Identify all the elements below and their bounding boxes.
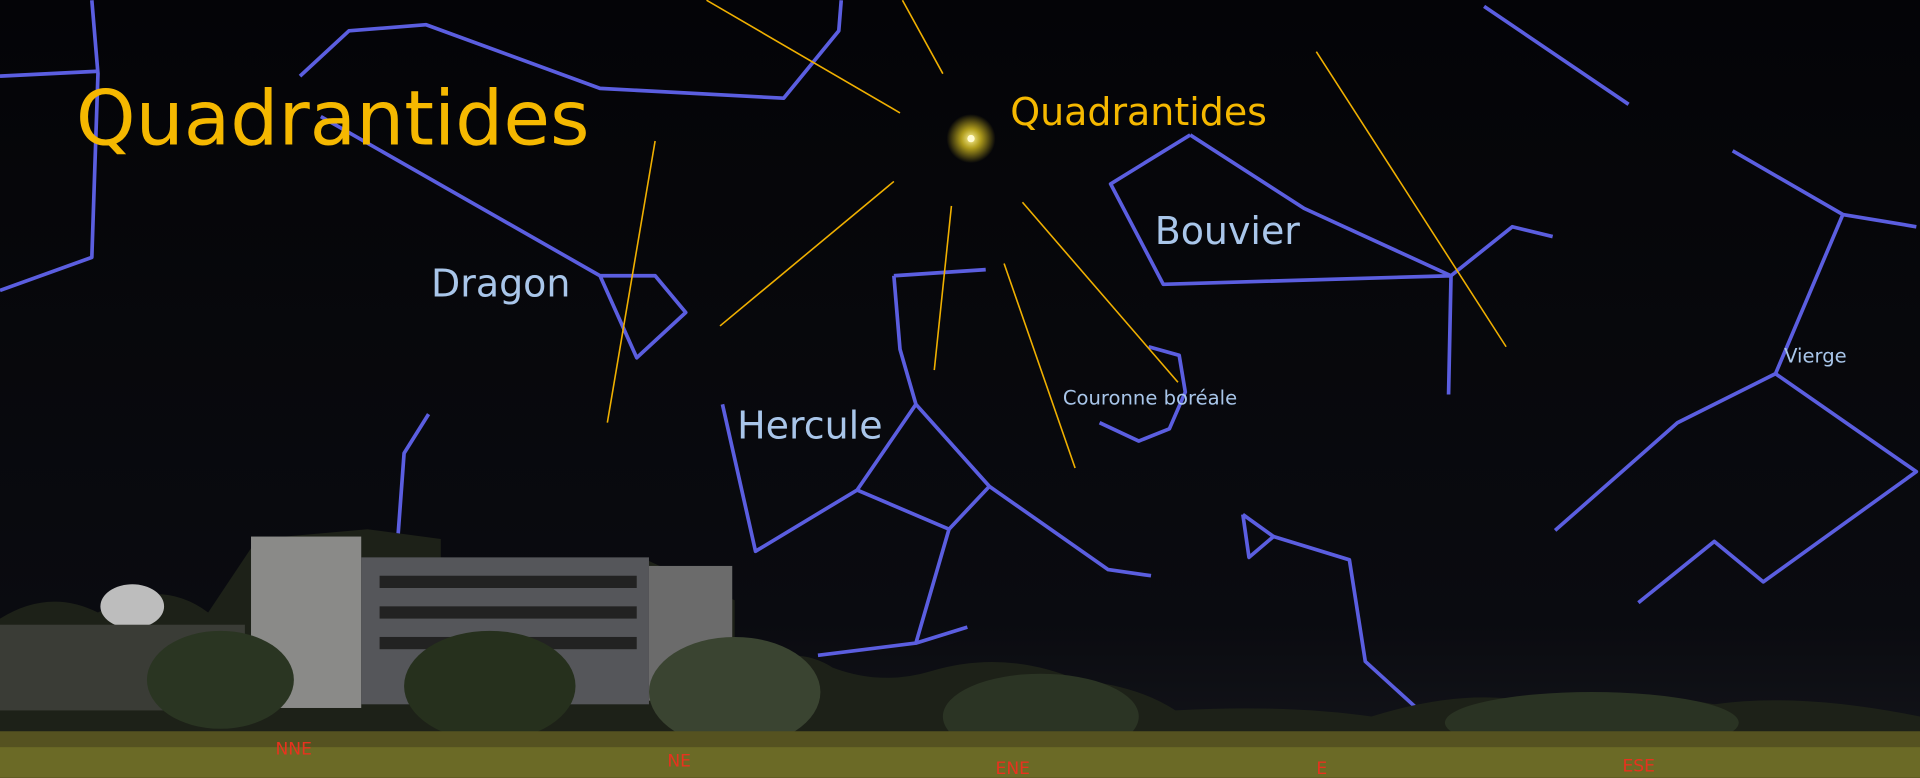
compass-label: NNE — [276, 740, 312, 760]
compass-label: E — [1316, 759, 1327, 778]
constellation-label: Vierge — [1784, 345, 1847, 368]
landscape — [0, 529, 1920, 778]
title: Quadrantides — [76, 75, 590, 163]
constellation-lines — [0, 0, 1919, 725]
constellation-label: Dragon — [431, 262, 570, 306]
constellation-label: Bouvier — [1155, 209, 1301, 253]
compass-label: ESE — [1622, 757, 1655, 777]
meteor-trails — [606, 0, 1507, 469]
compass-label: NE — [667, 752, 691, 772]
constellation-label: Couronne boréale — [1063, 386, 1237, 409]
constellation-label: Hercule — [737, 404, 882, 448]
radiant-point — [967, 134, 975, 143]
radiant-label: Quadrantides — [1010, 90, 1267, 134]
compass-label: ENE — [996, 759, 1030, 778]
